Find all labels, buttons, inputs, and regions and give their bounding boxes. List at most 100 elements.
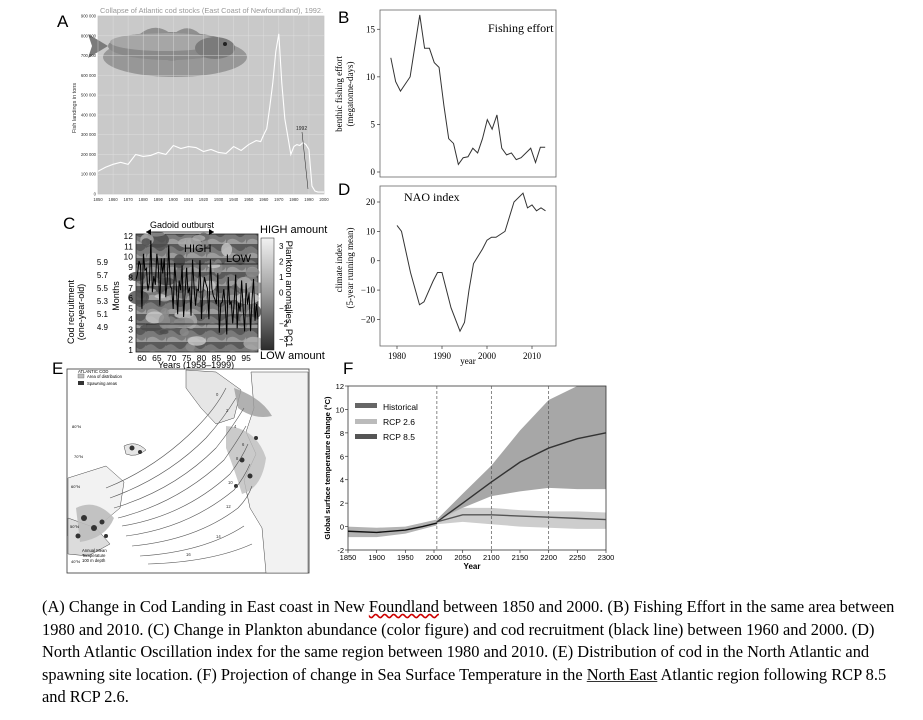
- panel-c-xtick: 60: [137, 353, 147, 363]
- panel-f-rcp85-band: [436, 386, 606, 524]
- panel-d-legend: NAO index: [404, 190, 460, 204]
- panel-a-letter: A: [57, 12, 69, 31]
- panel-c-xtick: 85: [212, 353, 222, 363]
- panel-b-ytick: 15: [366, 24, 376, 34]
- panel-f-frame: [347, 385, 607, 551]
- panel-c-months-label: Months: [111, 281, 121, 311]
- caption-part-a: (A) Change in Cod Landing in East coast …: [42, 597, 369, 616]
- panel-c-recruit-tick: 5.3: [97, 297, 109, 306]
- panel-c-right-label: Plankton anomalies, PC1: [283, 241, 294, 348]
- panel-e-isotherm-label: 6: [242, 442, 245, 447]
- panel-b-ytick: 5: [371, 119, 376, 129]
- panel-c-month-tick: 3: [128, 324, 133, 334]
- panel-e-legend-title: ATLANTIC COD: [78, 369, 108, 374]
- panel-a-xtick: 1950: [244, 197, 254, 202]
- panel-e-letter: E: [52, 359, 64, 378]
- panel-d-ylabel-1: climate index: [334, 243, 344, 292]
- legend-rcp85: RCP 8.5: [383, 432, 415, 442]
- caption-part-e: Atlantic region following RCP 8.5 and RC…: [42, 664, 887, 707]
- panel-e-legend-area: Area of distribution: [87, 374, 123, 379]
- panel-d-xtick: 1980: [388, 351, 407, 361]
- panel-f-xtick: 2100: [483, 553, 500, 562]
- panel-c-colorbar-tick: 1: [279, 273, 284, 282]
- panel-a-ytick: 800 000: [81, 33, 97, 38]
- panel-c-recruit-tick: 5.7: [97, 271, 109, 280]
- panel-c-recruit-tick: 4.9: [97, 323, 109, 332]
- panel-c-chart: Gadoid outburst HIGH LOW HIGH amount LOW…: [66, 220, 327, 370]
- panel-f-rcp26-band: [436, 507, 606, 529]
- panel-f-xtick: 2150: [512, 553, 529, 562]
- panel-a-xtick: 1990: [304, 197, 314, 202]
- panel-e-map: ATLANTIC COD Area of distribution Spawni…: [66, 368, 310, 574]
- panel-d-chart: NAO index climate index (5-year running …: [334, 185, 557, 366]
- panel-f-xtick: 2300: [598, 553, 615, 562]
- caption-part-d: North East: [586, 664, 658, 684]
- panel-d-ylabel-2: (5-year running mean): [345, 228, 355, 309]
- panel-e-isotherm-label: 2: [226, 408, 229, 413]
- panel-b-ytick: 10: [366, 72, 376, 82]
- legend-swatch-rcp26: [355, 419, 377, 424]
- panel-b-effort-line: [390, 14, 546, 166]
- panel-c-month-tick: 2: [128, 335, 133, 345]
- panel-c-low-label: LOW: [226, 253, 252, 265]
- panel-e-legend-bottom-1: Annual Mean: [82, 548, 107, 553]
- panel-c-colorbar-tick: −1: [279, 304, 289, 313]
- panel-e-lat-label: 70°N: [74, 454, 83, 459]
- north-america-shape: [243, 371, 309, 574]
- panel-a-xtick: 1910: [184, 197, 194, 202]
- spawning-sites: [75, 436, 258, 539]
- panel-f-ytick: 0: [340, 523, 344, 532]
- panel-e-isotherm-label: 12: [226, 504, 231, 509]
- panel-f-rcp26-line: [436, 514, 607, 523]
- panel-d-xtick: 2010: [523, 351, 542, 361]
- panel-f-letter: F: [343, 359, 354, 378]
- panel-e-legend-spawn: Spawning areas: [87, 381, 117, 386]
- panel-c-month-tick: 8: [128, 272, 133, 282]
- panel-c-month-tick: 7: [128, 283, 133, 293]
- legend-rcp26: RCP 2.6: [383, 417, 415, 427]
- panel-c-ylabel-1: Cod recruitment: [66, 279, 76, 344]
- panel-c-xtick: 65: [152, 353, 162, 363]
- panel-e-isotherm-label: 16: [186, 552, 191, 557]
- panel-e-lat-label: 60°N: [71, 484, 80, 489]
- panel-c-gadoid-label: Gadoid outburst: [150, 220, 215, 230]
- panel-a-xtick: 1980: [289, 197, 299, 202]
- panel-a-ytick: 500 000: [81, 93, 97, 98]
- panel-f-ytick: -2: [337, 546, 344, 555]
- panel-a-landings-line: [97, 33, 324, 193]
- panel-d-ytick: 20: [366, 197, 376, 207]
- greenland-shape: [185, 369, 242, 425]
- panel-b-ytick: 0: [371, 167, 376, 177]
- panel-c-month-tick: 12: [124, 231, 134, 241]
- panel-f-rcp85-line: [436, 432, 607, 523]
- panel-f-ylabel: Global surface temperature change (°C): [323, 396, 332, 540]
- panel-c-colorbar-tick: 0: [279, 289, 284, 298]
- legend-swatch-rcp85: [355, 434, 377, 439]
- panel-a-ylabel: Fish landings in tons: [72, 83, 78, 133]
- panel-a-xtick: 1850: [93, 197, 103, 202]
- panel-a-ytick: 400 000: [81, 112, 97, 117]
- panel-a-xtick: 1900: [169, 197, 179, 202]
- panel-c-letter: C: [63, 214, 76, 233]
- panel-a-1992-arrow: [301, 131, 309, 190]
- figure-caption: (A) Change in Cod Landing in East coast …: [42, 596, 912, 709]
- panel-b-chart: Fishing effort benthic fishing effort (m…: [334, 9, 557, 178]
- panel-b-ylabel-1: benthic fishing effort: [334, 56, 344, 132]
- panel-c-xtick: 95: [241, 353, 251, 363]
- panel-c-colorbar-tick: −3: [279, 335, 289, 344]
- panel-a-xtick: 1930: [214, 197, 224, 202]
- panel-c-month-tick: 5: [128, 304, 133, 314]
- panel-a-1992-label: 1992: [296, 126, 307, 132]
- panel-b-letter: B: [338, 8, 350, 27]
- panel-d-letter: D: [338, 180, 351, 199]
- panel-f-ytick: 6: [340, 452, 344, 461]
- panel-f-ytick: 10: [336, 405, 344, 414]
- panel-f-xtick: 1950: [397, 553, 414, 562]
- panel-c-xtick: 80: [197, 353, 207, 363]
- panel-c-xtick: 75: [182, 353, 192, 363]
- panel-a-ytick: 100 000: [81, 172, 97, 177]
- panel-b-ylabel-2: (megatonne-days): [345, 62, 355, 127]
- panel-e-isotherm-label: 0: [216, 392, 219, 397]
- panel-f-ytick: 2: [340, 499, 344, 508]
- panel-e-lat-label: 80°N: [72, 424, 81, 429]
